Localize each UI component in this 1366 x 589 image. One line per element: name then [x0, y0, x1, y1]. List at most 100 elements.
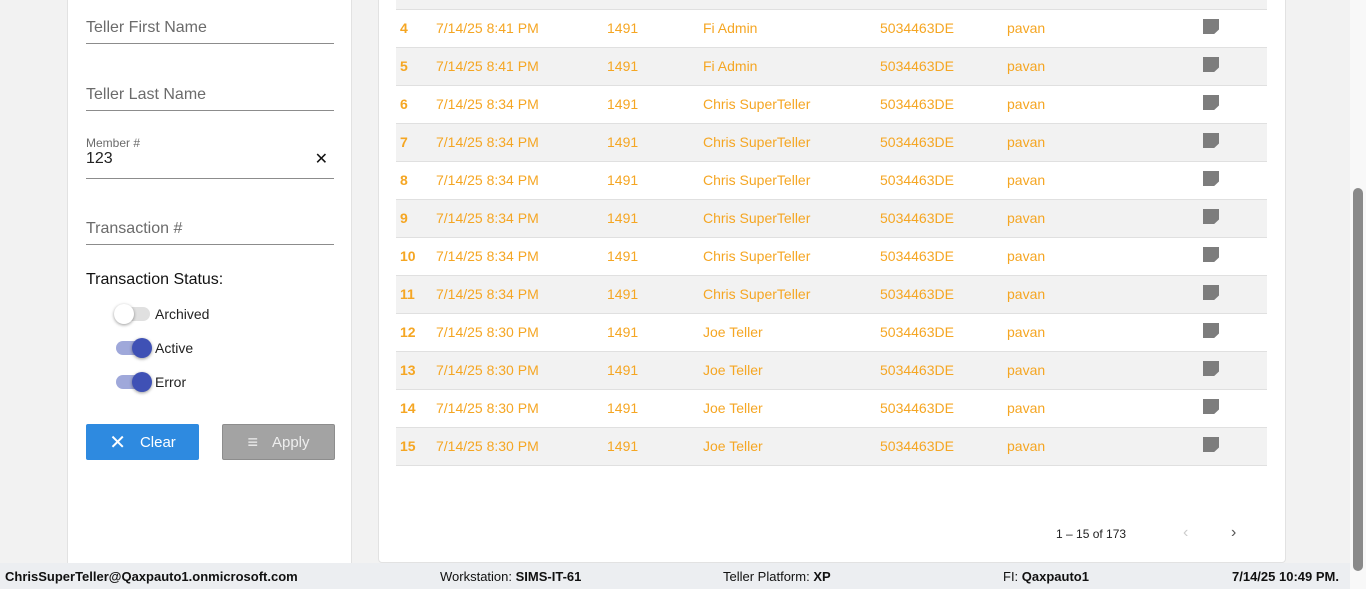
cell: 7/14/25 8:41 PM: [436, 47, 607, 86]
toggle-error[interactable]: Error: [116, 372, 186, 392]
cell: pavan: [1007, 389, 1203, 428]
cell: pavan: [1007, 351, 1203, 390]
transaction-input[interactable]: Transaction #: [86, 215, 334, 245]
note-icon[interactable]: [1203, 133, 1219, 148]
cell: Chris SuperTeller: [703, 161, 880, 200]
table-row[interactable]: 8 7/14/25 8:34 PM 1491 Chris SuperTeller 503…: [396, 161, 1267, 200]
status-bar: ChrisSuperTeller@Qaxpauto1.onmicrosoft.c…: [0, 563, 1350, 589]
filter-panel: Teller First Name Teller Last Name Membe…: [67, 0, 352, 563]
cell: 7: [396, 123, 436, 162]
clear-icon[interactable]: ✕: [314, 151, 328, 168]
cell: 5034463DE: [880, 47, 1007, 86]
transactions-table: 4 7/14/25 8:41 PM 1491 Fi Admin 5034463DE pav…: [396, 0, 1267, 466]
cell: 1491: [607, 389, 703, 428]
cell: 1491: [607, 275, 703, 314]
note-icon[interactable]: [1203, 399, 1219, 414]
note-icon[interactable]: [1203, 95, 1219, 110]
placeholder: Transaction #: [86, 220, 183, 237]
note-icon[interactable]: [1203, 437, 1219, 452]
note-icon[interactable]: [1203, 285, 1219, 300]
member-input[interactable]: Member # 123 ✕: [86, 136, 334, 179]
cell: 7/14/25 8:34 PM: [436, 275, 607, 314]
cell: Chris SuperTeller: [703, 275, 880, 314]
table-row[interactable]: [396, 0, 1267, 10]
teller-first-name-input[interactable]: Teller First Name: [86, 14, 334, 44]
cell: Joe Teller: [703, 427, 880, 466]
cell: pavan: [1007, 123, 1203, 162]
workstation: Workstation: SIMS-IT-61: [440, 569, 582, 584]
scrollbar[interactable]: [1350, 0, 1366, 589]
cell: pavan: [1007, 47, 1203, 86]
note-icon[interactable]: [1203, 247, 1219, 262]
table-row[interactable]: 12 7/14/25 8:30 PM 1491 Joe Teller 5034463DE…: [396, 313, 1267, 352]
table-row[interactable]: 4 7/14/25 8:41 PM 1491 Fi Admin 5034463DE pav…: [396, 9, 1267, 48]
cell: [607, 0, 703, 10]
cell: [703, 0, 880, 10]
table-row[interactable]: 10 7/14/25 8:34 PM 1491 Chris SuperTeller 50…: [396, 237, 1267, 276]
note-icon[interactable]: [1203, 19, 1219, 34]
cell: 7/14/25 8:34 PM: [436, 123, 607, 162]
apply-label: Apply: [271, 433, 310, 451]
cell: Joe Teller: [703, 389, 880, 428]
cell: 5034463DE: [880, 123, 1007, 162]
datetime: 7/14/25 10:49 PM.: [1232, 569, 1339, 584]
cell: 7/14/25 8:30 PM: [436, 313, 607, 352]
cell: 5034463DE: [880, 85, 1007, 124]
table-row[interactable]: 7 7/14/25 8:34 PM 1491 Chris SuperTeller 503…: [396, 123, 1267, 162]
note-cell: [1203, 427, 1267, 466]
cell: [436, 0, 607, 10]
note-icon[interactable]: [1203, 57, 1219, 72]
cell: 1491: [607, 313, 703, 352]
cell: 1491: [607, 199, 703, 238]
toggle-archived[interactable]: Archived: [114, 304, 209, 324]
toggle-active[interactable]: Active: [116, 338, 193, 358]
cell: Fi Admin: [703, 9, 880, 48]
cell: [1007, 0, 1203, 10]
cell: 7/14/25 8:30 PM: [436, 351, 607, 390]
table-row[interactable]: 9 7/14/25 8:34 PM 1491 Chris SuperTeller 503…: [396, 199, 1267, 238]
cell: pavan: [1007, 313, 1203, 352]
cell: pavan: [1007, 275, 1203, 314]
cell: 5034463DE: [880, 351, 1007, 390]
table-row[interactable]: 5 7/14/25 8:41 PM 1491 Fi Admin 5034463DE pav…: [396, 47, 1267, 86]
cell: Joe Teller: [703, 351, 880, 390]
scrollbar-thumb[interactable]: [1353, 188, 1363, 571]
toggle-label: Error: [155, 374, 187, 390]
cell: 7/14/25 8:34 PM: [436, 199, 607, 238]
note-cell: [1203, 9, 1267, 48]
table-row[interactable]: 13 7/14/25 8:30 PM 1491 Joe Teller 5034463DE…: [396, 351, 1267, 390]
cell: pavan: [1007, 85, 1203, 124]
note-icon[interactable]: [1203, 171, 1219, 186]
note-cell: [1203, 123, 1267, 162]
note-cell: [1203, 85, 1267, 124]
cell: 9: [396, 199, 436, 238]
user-email: ChrisSuperTeller@Qaxpauto1.onmicrosoft.c…: [5, 569, 298, 584]
pagination-range: 1 – 15 of 173: [1056, 527, 1127, 541]
cell: Joe Teller: [703, 313, 880, 352]
cell: Chris SuperTeller: [703, 85, 880, 124]
cell: pavan: [1007, 199, 1203, 238]
apply-button[interactable]: ≡ Apply: [222, 424, 335, 460]
table-row[interactable]: 11 7/14/25 8:34 PM 1491 Chris SuperTeller 50…: [396, 275, 1267, 314]
cell: 14: [396, 389, 436, 428]
cell: 1491: [607, 237, 703, 276]
filter-icon: ≡: [247, 431, 258, 452]
cell: Fi Admin: [703, 47, 880, 86]
cell: 6: [396, 85, 436, 124]
cell: pavan: [1007, 427, 1203, 466]
cell: 7/14/25 8:30 PM: [436, 389, 607, 428]
teller-last-name-input[interactable]: Teller Last Name: [86, 81, 334, 111]
table-row[interactable]: 14 7/14/25 8:30 PM 1491 Joe Teller 5034463DE…: [396, 389, 1267, 428]
prev-page-button[interactable]: ‹: [1183, 524, 1189, 541]
cell: 5034463DE: [880, 389, 1007, 428]
note-icon[interactable]: [1203, 361, 1219, 376]
note-icon[interactable]: [1203, 209, 1219, 224]
table-row[interactable]: 15 7/14/25 8:30 PM 1491 Joe Teller 5034463DE…: [396, 427, 1267, 466]
note-cell: [1203, 47, 1267, 86]
next-page-button[interactable]: ›: [1231, 524, 1237, 541]
table-row[interactable]: 6 7/14/25 8:34 PM 1491 Chris SuperTeller 503…: [396, 85, 1267, 124]
cell: pavan: [1007, 161, 1203, 200]
cell: 13: [396, 351, 436, 390]
clear-button[interactable]: ✕ Clear: [86, 424, 199, 460]
note-icon[interactable]: [1203, 323, 1219, 338]
